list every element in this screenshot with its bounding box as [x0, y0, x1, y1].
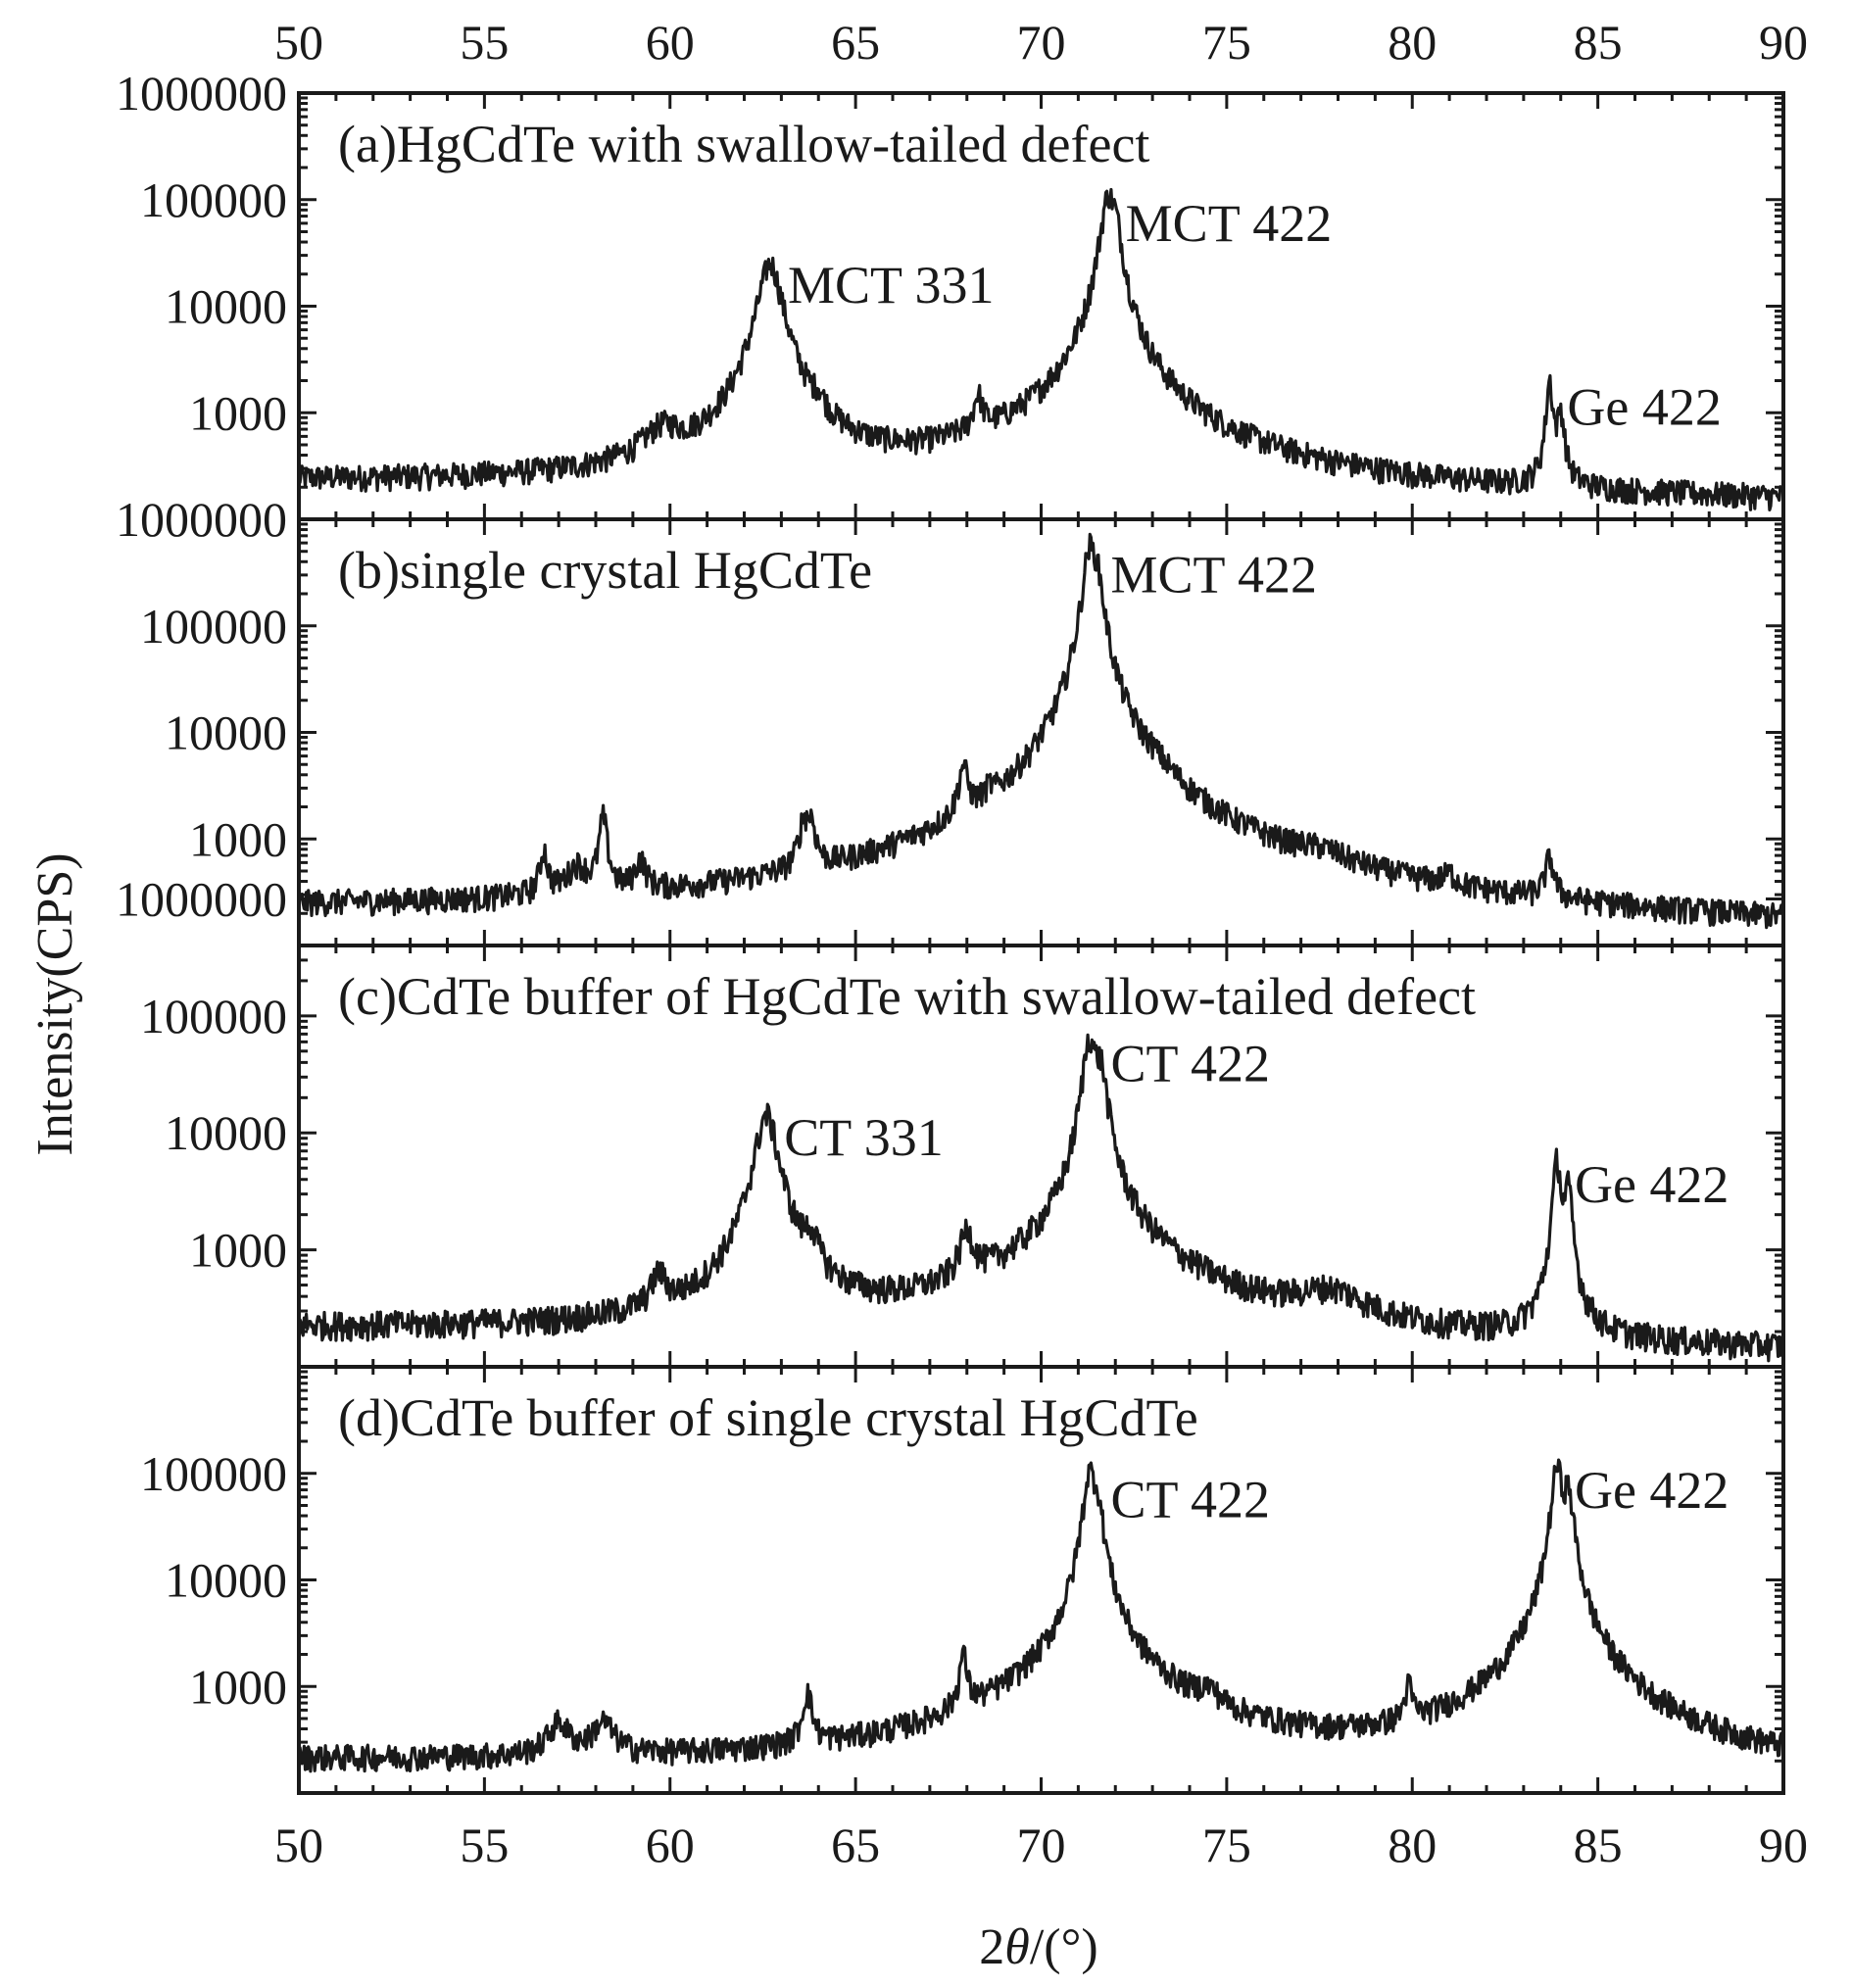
peak-label: Ge 422 — [1567, 377, 1721, 436]
y-tick-label: 100000 — [140, 989, 287, 1043]
x-tick-label-top: 55 — [460, 15, 509, 70]
x-tick-label-top: 80 — [1388, 15, 1437, 70]
x-tick-label: 70 — [1017, 1818, 1066, 1872]
x-tick-label: 80 — [1388, 1818, 1437, 1872]
series-line — [297, 532, 1785, 930]
panel-title: (c)CdTe buffer of HgCdTe with swallow-ta… — [338, 967, 1476, 1026]
x-tick-label: 85 — [1574, 1818, 1623, 1872]
x-tick-label-top: 90 — [1759, 15, 1808, 70]
y-tick-label: 1000000 — [116, 492, 287, 547]
panel-b: 1000000 100000 10000 1000 (b)single crystal … — [116, 492, 1785, 947]
x-tick-label: 75 — [1202, 1818, 1251, 1872]
x-tick-label: 55 — [460, 1818, 509, 1872]
y-tick-label: 10000 — [165, 1553, 287, 1608]
y-tick-label: 100000 — [140, 599, 287, 654]
x-tick-label-top: 75 — [1202, 15, 1251, 70]
peak-label: CT 422 — [1111, 1471, 1271, 1529]
y-tick-label: 1000 — [189, 1659, 287, 1714]
y-tick-label: 10000 — [165, 705, 287, 760]
panel-c: 1000000 100000 10000 1000 (c)CdTe buffer of … — [116, 871, 1785, 1369]
x-tick-label-top: 70 — [1017, 15, 1066, 70]
series-line — [297, 1458, 1785, 1773]
y-tick-label: 100000 — [140, 1446, 287, 1501]
panel-a: 1000000 100000 10000 1000 (a)HgCdTe with swa… — [116, 66, 1785, 521]
y-tick-label: 1000 — [189, 1223, 287, 1278]
panel-d: 100000 10000 1000 (d)CdTe buffer of single … — [140, 1365, 1785, 1795]
peak-label: CT 422 — [1111, 1034, 1271, 1092]
panel-title: (a)HgCdTe with swallow-tailed defect — [338, 115, 1149, 173]
x-tick-label-top: 50 — [274, 15, 323, 70]
x-tick-label: 60 — [646, 1818, 695, 1872]
series-line — [297, 1033, 1785, 1363]
y-tick-label: 100000 — [140, 172, 287, 227]
series-line — [297, 187, 1784, 512]
panel-title: (d)CdTe buffer of single crystal HgCdTe — [338, 1388, 1198, 1447]
y-axis-title: Intensity(CPS) — [27, 852, 83, 1155]
panel-title: (b)single crystal HgCdTe — [338, 541, 872, 600]
y-tick-label: 10000 — [165, 1105, 287, 1160]
panels-layer: 1000000 100000 10000 1000 (a)HgCdTe with swa… — [116, 66, 1785, 1795]
y-tick-label: 1000 — [189, 811, 287, 866]
x-axis: 50 50 55 55 60 60 65 65 70 70 75 75 80 80 85 85 90 90 — [274, 15, 1808, 1872]
peak-label: MCT 331 — [788, 256, 995, 315]
y-tick-label: 1000 — [189, 385, 287, 440]
x-tick-label: 90 — [1759, 1818, 1808, 1872]
x-tick-label: 65 — [831, 1818, 880, 1872]
x-tick-label-top: 60 — [646, 15, 695, 70]
x-axis-title: 2θ/(°) — [979, 1919, 1097, 1975]
peak-label: Ge 422 — [1575, 1155, 1729, 1214]
peak-label: Ge 422 — [1575, 1461, 1729, 1520]
peak-label: CT 331 — [784, 1108, 944, 1167]
x-tick-label-top: 65 — [831, 15, 880, 70]
peak-label: MCT 422 — [1111, 546, 1318, 605]
y-tick-label: 1000000 — [116, 871, 287, 926]
x-tick-label-top: 85 — [1574, 15, 1623, 70]
peak-label: MCT 422 — [1126, 194, 1333, 253]
y-tick-label: 10000 — [165, 279, 287, 334]
y-tick-label: 1000000 — [116, 66, 287, 121]
x-tick-label: 50 — [274, 1818, 323, 1872]
